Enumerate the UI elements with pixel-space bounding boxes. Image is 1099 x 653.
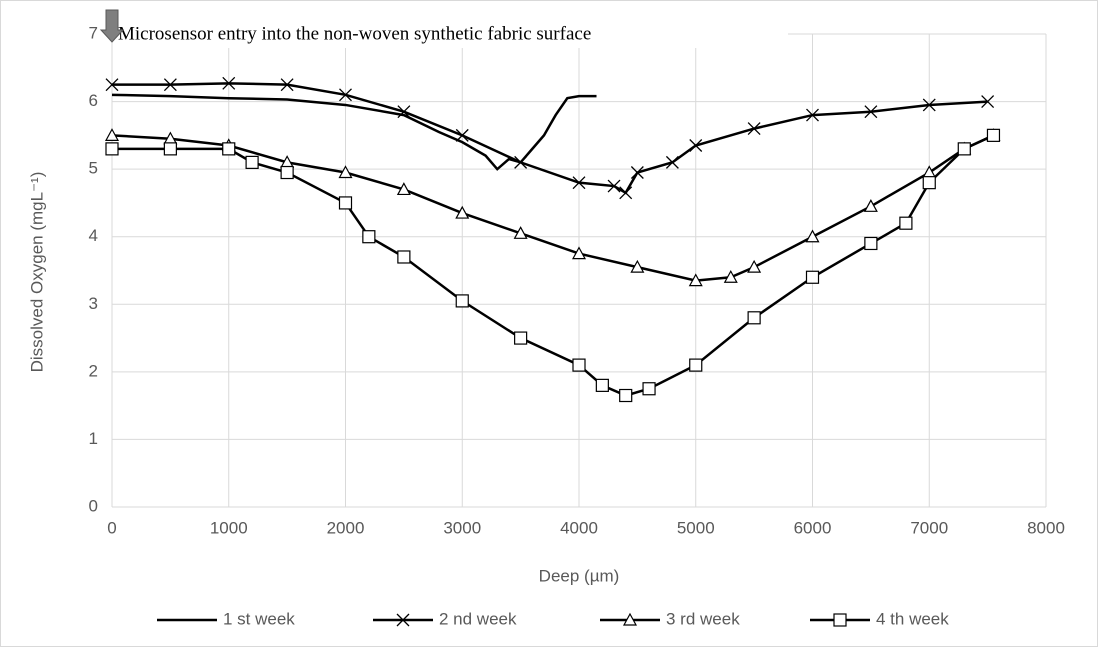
legend-label: 4 th week	[876, 609, 949, 628]
marker	[805, 270, 820, 284]
marker	[805, 229, 820, 243]
legend-item: 3 rd week	[600, 609, 740, 628]
y-tick-label: 3	[89, 294, 98, 313]
marker	[630, 166, 644, 179]
marker	[689, 358, 703, 372]
marker	[338, 196, 353, 210]
marker	[163, 78, 177, 92]
marker	[986, 128, 1001, 142]
marker	[747, 259, 762, 273]
marker	[622, 612, 638, 626]
marker	[922, 98, 936, 112]
x-tick-label: 4000	[560, 518, 598, 537]
marker	[513, 226, 528, 239]
annotation-box	[116, 22, 788, 48]
marker	[280, 78, 294, 92]
marker	[595, 378, 609, 392]
marker	[619, 388, 633, 403]
y-tick-label: 1	[89, 429, 98, 448]
marker	[396, 613, 410, 627]
marker	[806, 108, 819, 122]
x-tick-label: 0	[107, 518, 116, 537]
x-tick-label: 7000	[910, 518, 948, 537]
marker	[833, 613, 847, 627]
marker	[396, 182, 411, 196]
y-tick-label: 0	[89, 496, 98, 515]
marker	[572, 358, 586, 372]
marker	[630, 259, 645, 273]
x-tick-label: 8000	[1027, 518, 1065, 537]
marker	[455, 128, 469, 142]
legend-item: 4 th week	[810, 609, 949, 628]
marker	[689, 139, 703, 152]
annotation: Microsensor entry into the non-woven syn…	[118, 23, 591, 44]
marker	[572, 176, 586, 190]
y-tick-label: 2	[89, 361, 98, 380]
legend-label: 3 rd week	[666, 609, 740, 628]
marker	[899, 216, 913, 230]
marker	[222, 142, 236, 156]
marker	[222, 76, 236, 90]
marker	[362, 230, 376, 244]
y-tick-label: 4	[89, 226, 98, 245]
y-axis-title: Dissolved Oxygen (mgL⁻¹)	[27, 172, 46, 373]
marker	[397, 250, 411, 264]
marker	[665, 155, 679, 169]
x-tick-label: 2000	[327, 518, 365, 537]
marker	[455, 294, 469, 308]
marker	[607, 179, 621, 193]
marker	[104, 128, 120, 141]
legend-label: 1 st week	[223, 609, 295, 628]
marker	[105, 142, 119, 156]
marker	[981, 95, 995, 109]
marker	[514, 331, 528, 345]
marker	[864, 105, 878, 119]
marker	[922, 176, 936, 190]
marker	[957, 142, 971, 156]
marker	[723, 270, 738, 283]
marker	[747, 122, 761, 136]
marker	[619, 186, 633, 200]
x-tick-label: 5000	[677, 518, 715, 537]
series-line	[112, 134, 994, 397]
marker	[864, 236, 878, 251]
x-axis-title: Deep (µm)	[539, 566, 620, 585]
y-tick-label: 5	[89, 159, 98, 178]
series-line	[111, 134, 994, 282]
legend-label: 2 nd week	[439, 609, 517, 628]
legend-item: 1 st week	[157, 609, 295, 628]
marker	[339, 88, 352, 102]
marker	[863, 199, 878, 212]
y-tick-label: 7	[89, 23, 98, 42]
y-tick-label: 6	[89, 91, 98, 110]
marker	[571, 246, 587, 260]
x-tick-label: 3000	[443, 518, 481, 537]
marker	[747, 311, 761, 325]
legend-item: 2 nd week	[373, 609, 517, 628]
marker	[642, 382, 656, 396]
marker	[163, 142, 177, 156]
marker	[397, 105, 411, 119]
marker	[105, 78, 119, 92]
marker	[455, 205, 470, 219]
series-line	[111, 93, 597, 171]
x-tick-label: 1000	[210, 518, 248, 537]
marker	[280, 165, 294, 180]
marker	[514, 155, 528, 169]
marker	[688, 273, 703, 287]
x-tick-label: 6000	[794, 518, 832, 537]
marker	[338, 165, 353, 179]
annotation-arrow	[99, 9, 125, 43]
marker	[245, 155, 259, 169]
